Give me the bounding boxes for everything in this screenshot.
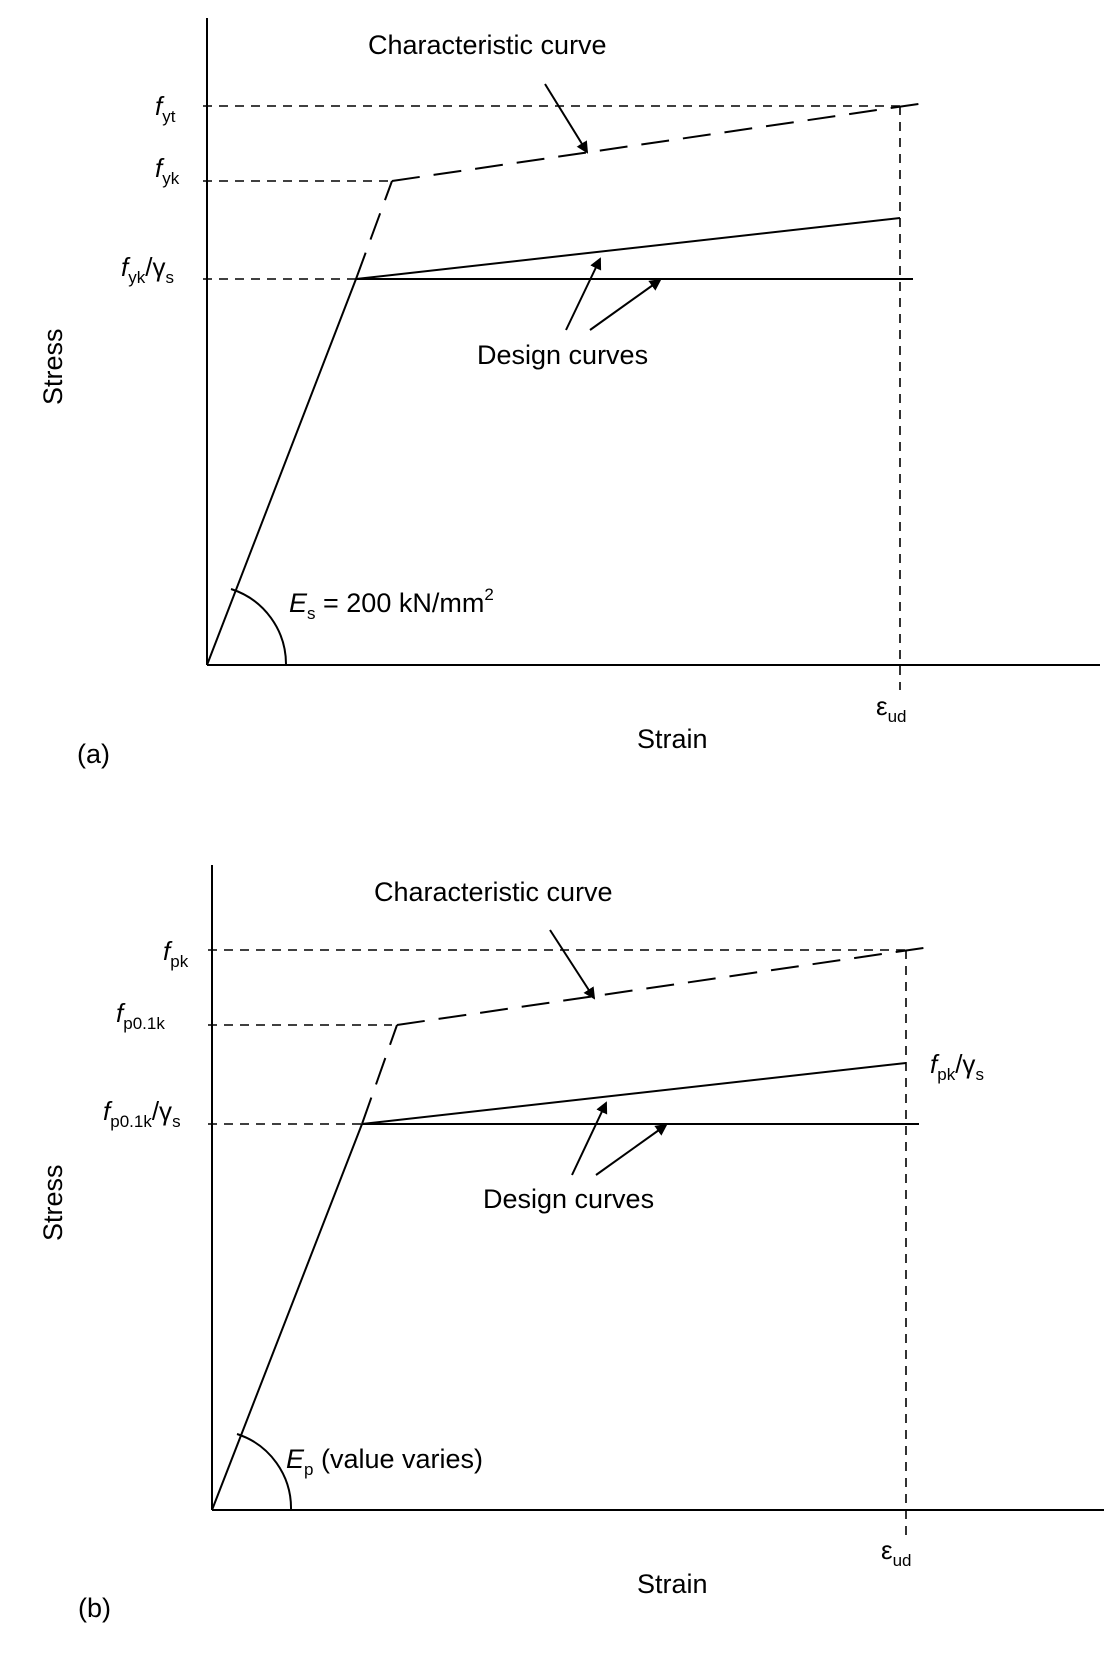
y-axis-label: Stress bbox=[38, 1164, 68, 1241]
characteristic-curve-line bbox=[391, 102, 926, 182]
x-axis-label: Strain bbox=[637, 1569, 708, 1599]
design-curves-label: Design curves bbox=[477, 340, 648, 370]
fyt-label: fyt bbox=[155, 91, 176, 126]
design-curve-arrow-2 bbox=[589, 278, 662, 331]
elastic-line bbox=[211, 1123, 363, 1511]
modulus-arc bbox=[236, 1433, 293, 1511]
design-curve-arrow-2 bbox=[595, 1123, 668, 1176]
modulus-label: Ep (value varies) bbox=[286, 1444, 483, 1479]
design-curve-inclined bbox=[355, 217, 901, 280]
characteristic-curve-label: Characteristic curve bbox=[368, 30, 607, 60]
fp01k-gamma-s-label: fp0.1k/γs bbox=[103, 1096, 181, 1131]
fyk-gamma-s-label: fyk/γs bbox=[121, 252, 174, 287]
panel-a: Characteristic curve Design curves Strai… bbox=[38, 18, 1100, 769]
panel-b: Characteristic curve Design curves Strai… bbox=[38, 865, 1104, 1623]
characteristic-curve-label: Characteristic curve bbox=[374, 877, 613, 907]
modulus-label: Es = 200 kN/mm2 bbox=[289, 585, 494, 623]
x-axis-label: Strain bbox=[637, 724, 708, 754]
fpk-gamma-s-label: fpk/γs bbox=[930, 1049, 984, 1084]
elastic-line bbox=[206, 278, 357, 666]
design-curve-inclined bbox=[361, 1062, 907, 1125]
fyk-label: fyk bbox=[155, 153, 180, 188]
characteristic-curve-arrow bbox=[544, 83, 589, 154]
design-curves-label: Design curves bbox=[483, 1184, 654, 1214]
characteristic-elastic-dashed bbox=[355, 180, 393, 280]
panel-tag: (a) bbox=[77, 739, 110, 769]
eps-ud-label: εud bbox=[876, 691, 907, 726]
modulus-arc bbox=[230, 588, 288, 666]
characteristic-curve-arrow bbox=[549, 929, 596, 1000]
characteristic-curve-line bbox=[396, 946, 931, 1026]
fp01k-label: fp0.1k bbox=[116, 998, 165, 1033]
panel-tag: (b) bbox=[78, 1593, 111, 1623]
eps-ud-label: εud bbox=[881, 1535, 912, 1570]
design-curve-arrow-1 bbox=[565, 257, 602, 331]
fpk-label: fpk bbox=[163, 936, 189, 971]
y-axis-label: Stress bbox=[38, 328, 68, 405]
design-curve-arrow-1 bbox=[571, 1101, 608, 1176]
characteristic-elastic-dashed bbox=[361, 1024, 398, 1125]
